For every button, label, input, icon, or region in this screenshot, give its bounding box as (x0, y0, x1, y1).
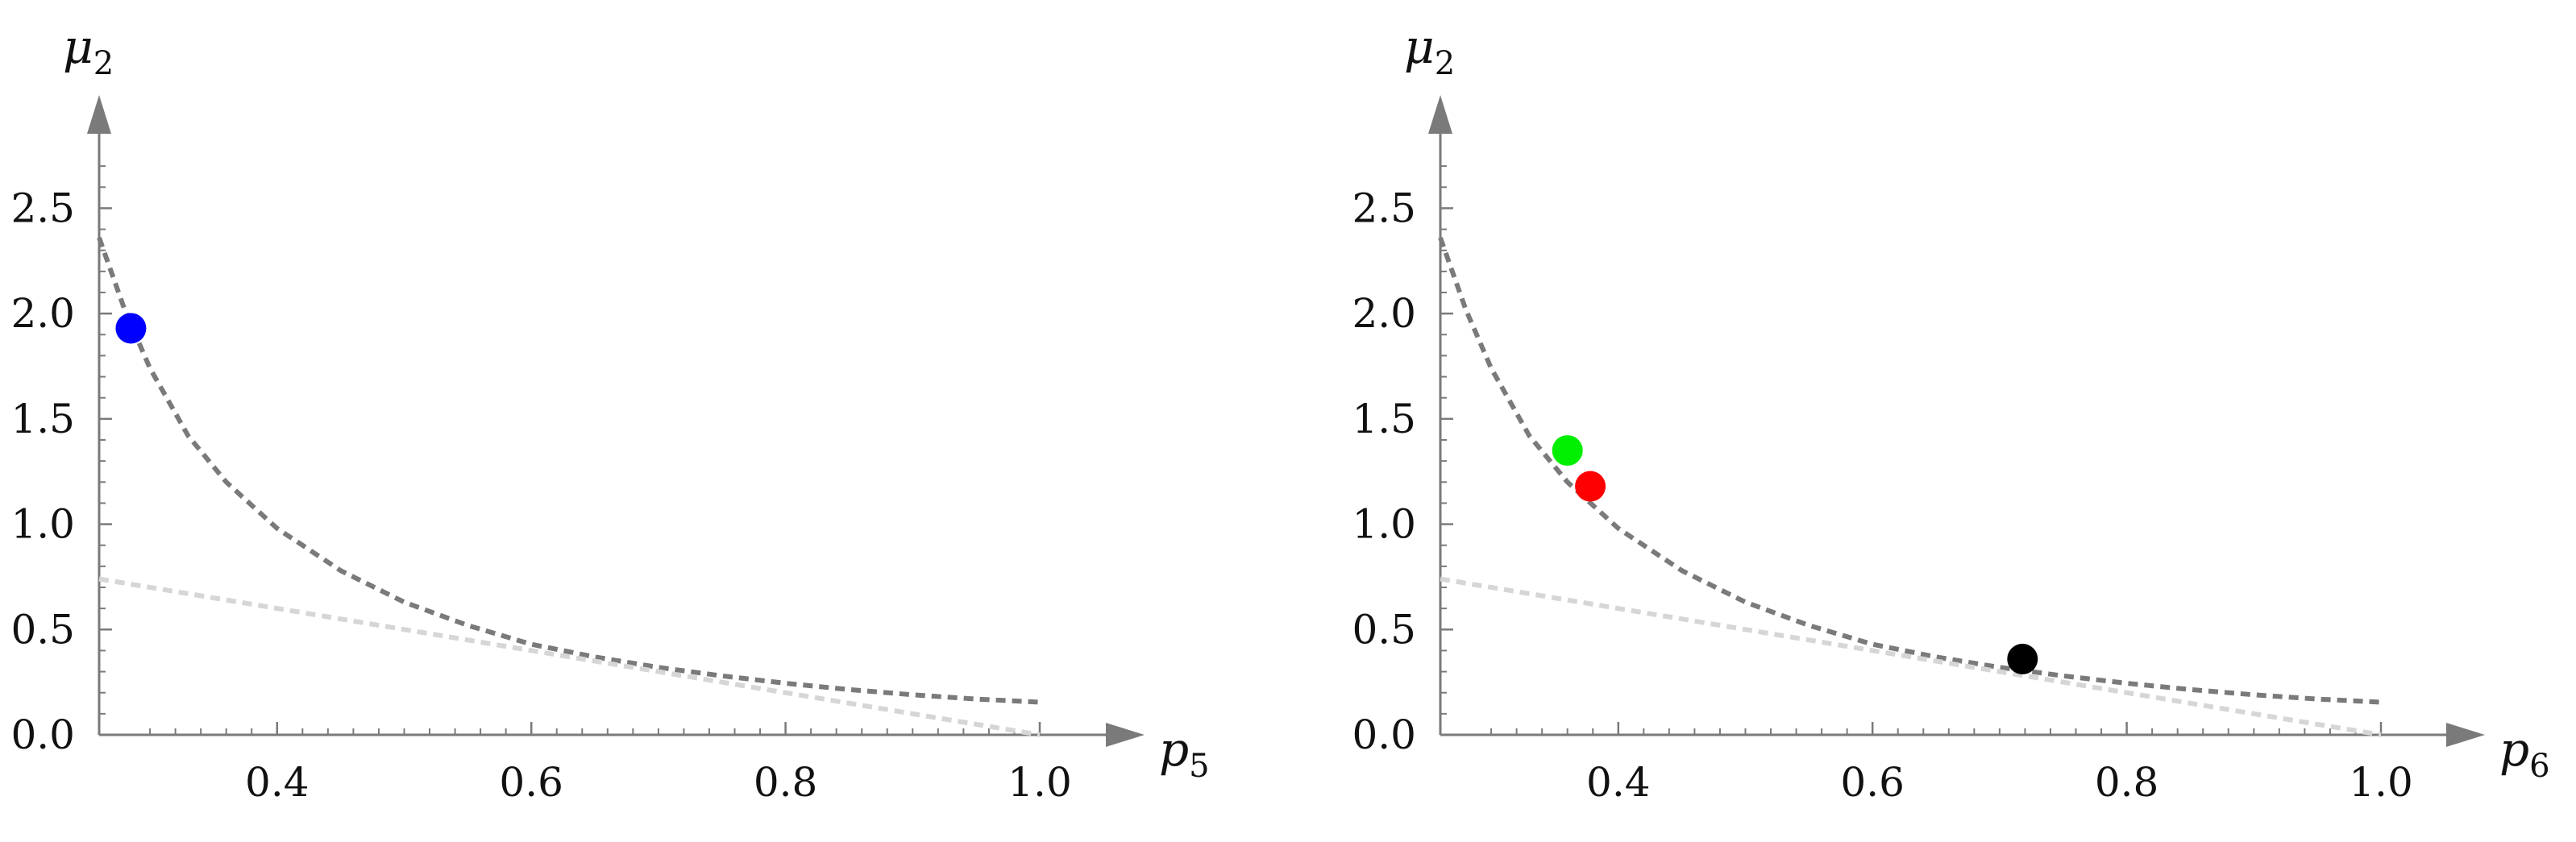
y-tick-label: 2.0 (1352, 290, 1416, 337)
x-axis-label: p6 (2499, 722, 2550, 785)
x-tick-label: 0.6 (499, 759, 563, 806)
x-axis-arrow (1106, 723, 1145, 747)
y-tick-label: 0.0 (1352, 711, 1416, 758)
x-tick-label: 0.4 (1586, 759, 1651, 806)
data-point (115, 313, 147, 344)
y-axis-label: μ2 (1404, 19, 1455, 82)
data-point (1575, 471, 1606, 502)
x-tick-label: 1.0 (2349, 759, 2413, 806)
y-tick-label: 2.0 (10, 290, 75, 337)
x-tick-label: 0.8 (754, 759, 818, 806)
x-axis-label: p5 (1159, 722, 1210, 785)
y-tick-label: 1.5 (10, 396, 75, 442)
series-line-light-dashed (98, 576, 1041, 737)
y-axis-label-sub: 2 (93, 45, 114, 82)
x-axis-label-base: p (1159, 722, 1189, 777)
y-tick-label: 0.5 (10, 606, 75, 653)
series-line-dark-dashed (97, 236, 1041, 705)
y-tick-label: 0.5 (1352, 606, 1416, 653)
x-axis-arrow (2446, 723, 2485, 747)
y-tick-label: 1.0 (10, 501, 75, 548)
y-tick-label: 0.0 (10, 711, 75, 758)
y-axis-label-base: μ (1404, 19, 1435, 74)
x-axis-label-sub: 5 (1189, 748, 1209, 785)
chart-panel-right: 0.4 0.6 0.8 1.0 0.0 0.5 1.0 1.5 2.0 2.5 p6 μ2 (1352, 19, 2549, 806)
y-axis-label-sub: 2 (1435, 45, 1455, 82)
x-tick-label: 0.8 (2095, 759, 2159, 806)
data-point (2007, 643, 2038, 674)
x-axis-label-base: p (2499, 722, 2529, 777)
chart-panel-left: 0.4 0.6 0.8 1.0 0.0 0.5 1.0 1.5 2.0 2.5 p5 μ2 (10, 19, 1209, 806)
x-tick-label: 0.4 (245, 759, 310, 806)
y-tick-label: 2.5 (10, 185, 75, 231)
y-axis-label: μ2 (63, 19, 114, 82)
y-tick-label: 2.5 (1352, 185, 1416, 231)
x-axis-label-sub: 6 (2529, 748, 2549, 785)
data-point (1552, 435, 1583, 467)
x-tick-label: 0.6 (1840, 759, 1905, 806)
y-tick-label: 1.5 (1352, 396, 1416, 442)
y-tick-label: 1.0 (1352, 501, 1416, 548)
series-line-light-dashed (1440, 576, 2382, 737)
y-axis-arrow (87, 95, 111, 134)
y-axis-arrow (1428, 95, 1452, 134)
y-axis-label-base: μ (63, 19, 93, 74)
series-line-dark-dashed (1438, 236, 2382, 705)
x-tick-label: 1.0 (1008, 759, 1072, 806)
